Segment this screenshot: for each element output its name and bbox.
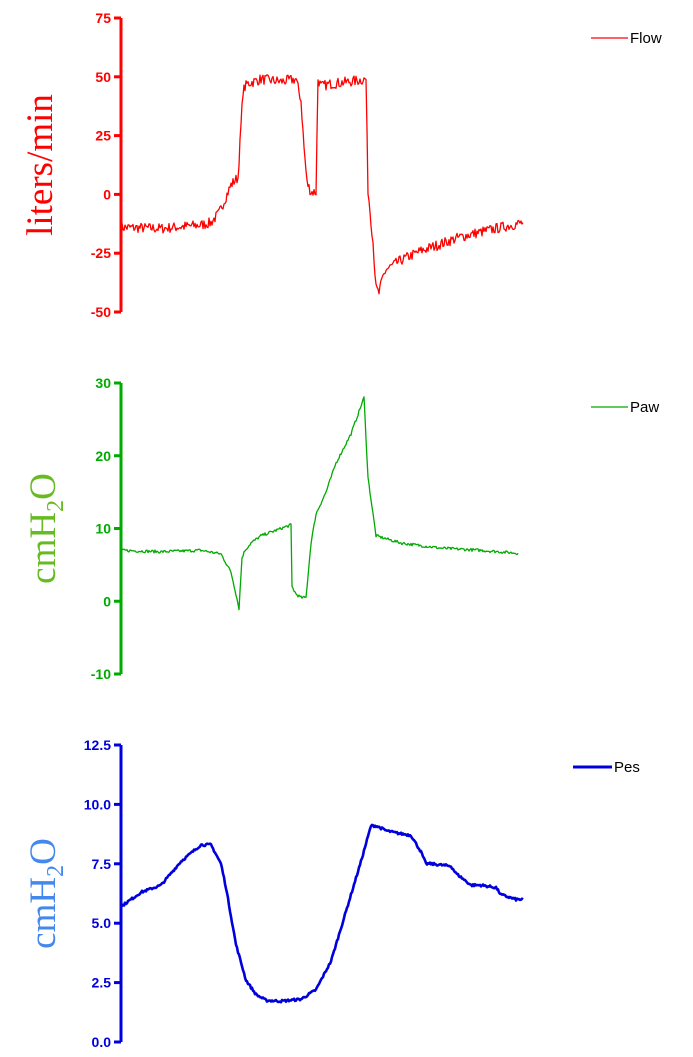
series-line-paw (120, 396, 519, 611)
y-tick-label: 75 (95, 10, 111, 26)
y-tick-label: 7.5 (92, 856, 112, 872)
y-axis-label-part: O (23, 838, 64, 865)
y-axis-label: cmH2O (23, 838, 69, 949)
y-tick-label: 2.5 (92, 975, 112, 991)
series-line-flow (120, 74, 524, 295)
y-tick-label: -25 (91, 245, 111, 261)
y-tick-label: 10 (95, 521, 111, 537)
legend-label-pes: Pes (614, 759, 640, 776)
y-tick-label: 0.0 (92, 1034, 112, 1050)
chart-panel-3: 12.5 10.0 7.5 5.0 2.5 0.0 cmH2O Pes (23, 737, 640, 1050)
y-tick-label: 5.0 (92, 915, 112, 931)
y-tick-label: 30 (95, 375, 111, 391)
y-tick-label: 0 (103, 186, 111, 202)
legend-label-flow: Flow (630, 30, 662, 47)
y-axis-label: liters/min (20, 94, 61, 236)
y-axis-label-subscript: 2 (43, 865, 69, 877)
y-tick-label: 10.0 (84, 796, 111, 812)
y-tick-label: 0 (103, 593, 111, 609)
y-tick-label: -50 (91, 304, 111, 320)
chart-panel-1: 75 50 25 0 -25 -50 liters/min Flow (20, 10, 662, 320)
y-axis-label-subscript: 2 (43, 500, 69, 512)
legend-label-paw: Paw (630, 399, 659, 416)
series-line-pes (119, 823, 524, 1004)
y-axis-label-part: cmH (23, 877, 64, 949)
y-axis-label: cmH2O (23, 473, 69, 584)
y-tick-label: 20 (95, 448, 111, 464)
y-tick-label: -10 (91, 666, 111, 682)
chart-panel-2: 30 20 10 0 -10 cmH2O Paw (23, 375, 659, 682)
y-tick-label: 12.5 (84, 737, 111, 753)
y-tick-label: 50 (95, 69, 111, 85)
y-tick-label: 25 (95, 128, 111, 144)
y-axis-label-part: cmH (23, 512, 64, 584)
y-axis-label-part: O (23, 473, 64, 500)
